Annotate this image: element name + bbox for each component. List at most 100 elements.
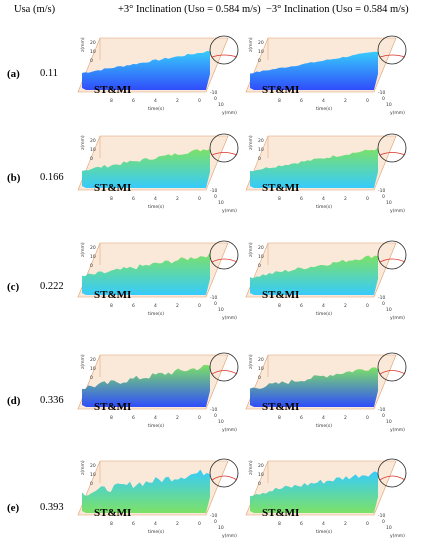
t-tick-label: 0 [366,196,369,202]
z-tick-label: 10 [90,147,96,153]
t-tick-label: 8 [278,303,281,309]
t-tick-label: 6 [132,98,135,104]
zoom-interface-line [211,370,238,375]
z-tick-label: 10 [90,366,96,372]
interface-panel: 20 10 0 8 6 4 2 0 -10 0 10 z(mm) time(s) y(mm) ST&MI [245,235,411,327]
t-tick-label: 8 [278,521,281,527]
zoom-circle [377,240,407,270]
t-tick-label: 4 [154,415,157,421]
y-tick-label: 10 [218,102,224,108]
interface-surface [82,364,210,407]
interface-panel: 20 10 0 8 6 4 2 0 -10 0 10 z(mm) time(s) y(mm) ST&MI [245,30,411,122]
z-tick-label: 10 [258,49,264,55]
y-tick-label: -10 [378,407,385,413]
z-tick-label: 20 [90,245,96,251]
t-axis-label: time(s) [316,204,332,210]
interface-panel: 20 10 0 8 6 4 2 0 -10 0 10 z(mm) time(s) y(mm) ST&MI [245,128,411,220]
t-axis-label: time(s) [148,204,164,210]
t-tick-label: 0 [366,98,369,104]
interface-panel: 20 10 0 8 6 4 2 0 -10 0 10 z(mm) time(s) y(mm) ST&MI [245,453,411,545]
zoom-interface-line [211,152,238,156]
z-tick-label: 10 [90,472,96,478]
header-col1-title: +3° Inclination (Uso = 0.584 m/s) [118,4,261,15]
zoom-circle [209,240,239,270]
t-tick-label: 4 [322,415,325,421]
row-usa-b: 0.166 [40,172,64,183]
y-axis-label: y(mm) [390,208,405,214]
t-tick-label: 6 [300,521,303,527]
y-axis-label: y(mm) [390,110,405,116]
z-tick-label: 20 [258,357,264,363]
t-axis-label: time(s) [316,423,332,429]
t-tick-label: 2 [344,415,347,421]
zoom-circle [209,133,239,163]
z-tick-label: 10 [90,254,96,260]
z-axis-label: z(mm) [248,354,254,369]
z-axis-label: z(mm) [248,242,254,257]
interface-surface [250,255,378,295]
z-tick-label: 10 [258,254,264,260]
z-tick-label: 10 [258,366,264,372]
row-label-e: (e) [7,502,20,514]
st-mi-tag: ST&MI [94,289,132,301]
t-axis-label: time(s) [316,106,332,112]
t-tick-label: 0 [198,196,201,202]
y-tick-label: 0 [214,413,217,419]
row-usa-e: 0.393 [40,502,64,513]
interface-surface [82,252,210,295]
y-tick-label: 0 [382,301,385,307]
t-tick-label: 4 [322,98,325,104]
t-tick-label: 6 [300,98,303,104]
interface-panel: 20 10 0 8 6 4 2 0 -10 0 10 z(mm) time(s) y(mm) ST&MI [77,30,243,122]
y-tick-label: -10 [378,513,385,519]
y-tick-label: -10 [378,188,385,194]
t-tick-label: 0 [366,303,369,309]
st-mi-tag: ST&MI [262,289,300,301]
row-usa-c: 0.222 [40,281,64,292]
row-usa-d: 0.336 [40,395,64,406]
t-tick-label: 8 [278,415,281,421]
interface-surface [250,51,378,90]
t-axis-label: time(s) [148,529,164,535]
zoom-circle [209,458,239,488]
z-tick-label: 0 [258,58,261,64]
z-tick-label: 20 [258,138,264,144]
t-tick-label: 2 [344,521,347,527]
y-axis-label: y(mm) [222,427,237,433]
t-tick-label: 4 [322,521,325,527]
z-axis-label: z(mm) [80,354,86,369]
y-tick-label: 0 [214,96,217,102]
y-tick-label: 0 [382,519,385,525]
row-label-b: (b) [7,172,21,184]
y-tick-label: 10 [218,307,224,313]
zoom-interface-line [211,54,238,58]
t-axis-label: time(s) [148,311,164,317]
t-tick-label: 2 [176,521,179,527]
t-tick-label: 0 [198,98,201,104]
t-tick-label: 2 [344,98,347,104]
t-tick-label: 6 [132,196,135,202]
y-axis-label: y(mm) [390,533,405,539]
y-axis-label: y(mm) [222,208,237,214]
y-axis-label: y(mm) [222,110,237,116]
z-tick-label: 20 [90,40,96,46]
st-mi-tag: ST&MI [262,401,300,413]
y-axis-label: y(mm) [222,533,237,539]
row-label-d: (d) [7,395,21,407]
z-tick-label: 20 [258,245,264,251]
t-tick-label: 8 [110,303,113,309]
interface-surface [82,469,210,513]
zoom-interface-line [379,475,406,481]
y-tick-label: -10 [210,407,217,413]
t-axis-label: time(s) [316,529,332,535]
zoom-interface-line [379,258,406,263]
z-tick-label: 10 [258,472,264,478]
row-label-a: (a) [7,68,20,80]
interface-surface [250,471,378,513]
t-tick-label: 4 [322,303,325,309]
z-tick-label: 20 [90,357,96,363]
y-tick-label: -10 [210,188,217,194]
